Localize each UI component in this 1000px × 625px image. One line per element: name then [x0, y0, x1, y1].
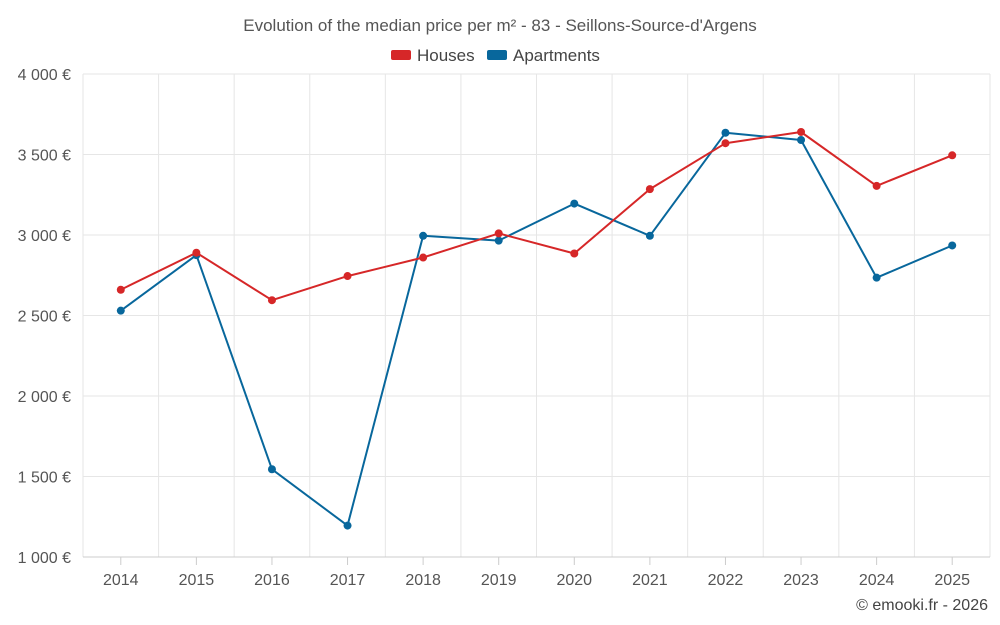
- data-point-houses[interactable]: [494, 229, 503, 238]
- y-tick-label: 2 000 €: [18, 389, 71, 406]
- y-axis: 1 000 € 1 500 € 2 000 € 2 500 € 3 000 € 3 500…: [18, 67, 71, 567]
- legend-swatch-apartments: [487, 50, 507, 60]
- x-tick-label: 2016: [254, 572, 290, 589]
- data-point-houses[interactable]: [419, 253, 428, 262]
- x-tick-label: 2018: [405, 572, 441, 589]
- x-tick-label: 2019: [481, 572, 517, 589]
- x-tick-label: 2017: [330, 572, 366, 589]
- legend-label-apartments[interactable]: Apartments: [513, 46, 600, 65]
- x-axis: 2014 2015 2016 2017 2018 2019 2020 2021 2022 2023…: [83, 556, 990, 589]
- data-point-houses[interactable]: [797, 127, 806, 136]
- x-tick-label: 2021: [632, 572, 668, 589]
- x-tick-label: 2015: [179, 572, 215, 589]
- legend-label-houses[interactable]: Houses: [417, 46, 475, 65]
- y-tick-label: 2 500 €: [18, 309, 71, 326]
- x-tick-label: 2014: [103, 572, 139, 589]
- data-point-apartments[interactable]: [948, 241, 957, 250]
- series-line-houses: [120, 131, 953, 302]
- data-point-apartments[interactable]: [797, 136, 806, 145]
- data-point-houses[interactable]: [343, 272, 352, 281]
- x-tick-label: 2024: [859, 572, 895, 589]
- data-point-houses[interactable]: [872, 181, 881, 190]
- credit-text: © emooki.fr - 2026: [856, 597, 988, 614]
- data-point-apartments[interactable]: [494, 236, 503, 245]
- y-tick-label: 3 500 €: [18, 148, 71, 165]
- data-point-apartments[interactable]: [872, 273, 881, 282]
- y-tick-label: 4 000 €: [18, 67, 71, 84]
- data-point-houses[interactable]: [721, 139, 730, 148]
- y-tick-label: 1 500 €: [18, 470, 71, 487]
- data-point-apartments[interactable]: [343, 521, 352, 530]
- series-line-apartments: [120, 131, 953, 527]
- chart-title: Evolution of the median price per m² - 8…: [243, 16, 757, 35]
- legend: Houses Apartments: [391, 46, 600, 65]
- data-point-houses[interactable]: [192, 248, 201, 257]
- data-point-apartments[interactable]: [116, 306, 125, 315]
- grid: [82, 73, 991, 558]
- data-point-houses[interactable]: [570, 249, 579, 258]
- data-point-houses[interactable]: [645, 185, 654, 194]
- x-tick-label: 2022: [708, 572, 744, 589]
- data-point-apartments[interactable]: [419, 231, 428, 240]
- data-point-houses[interactable]: [267, 296, 276, 305]
- x-tick-label: 2025: [934, 572, 970, 589]
- data-point-houses[interactable]: [948, 151, 957, 160]
- data-point-apartments[interactable]: [267, 465, 276, 474]
- data-point-apartments[interactable]: [721, 128, 730, 137]
- data-point-apartments[interactable]: [570, 199, 579, 208]
- series-layer: [116, 127, 957, 530]
- x-tick-label: 2023: [783, 572, 819, 589]
- data-point-houses[interactable]: [116, 285, 125, 294]
- data-point-apartments[interactable]: [645, 231, 654, 240]
- y-tick-label: 1 000 €: [18, 550, 71, 567]
- legend-swatch-houses: [391, 50, 411, 60]
- x-tick-label: 2020: [556, 572, 592, 589]
- y-tick-label: 3 000 €: [18, 228, 71, 245]
